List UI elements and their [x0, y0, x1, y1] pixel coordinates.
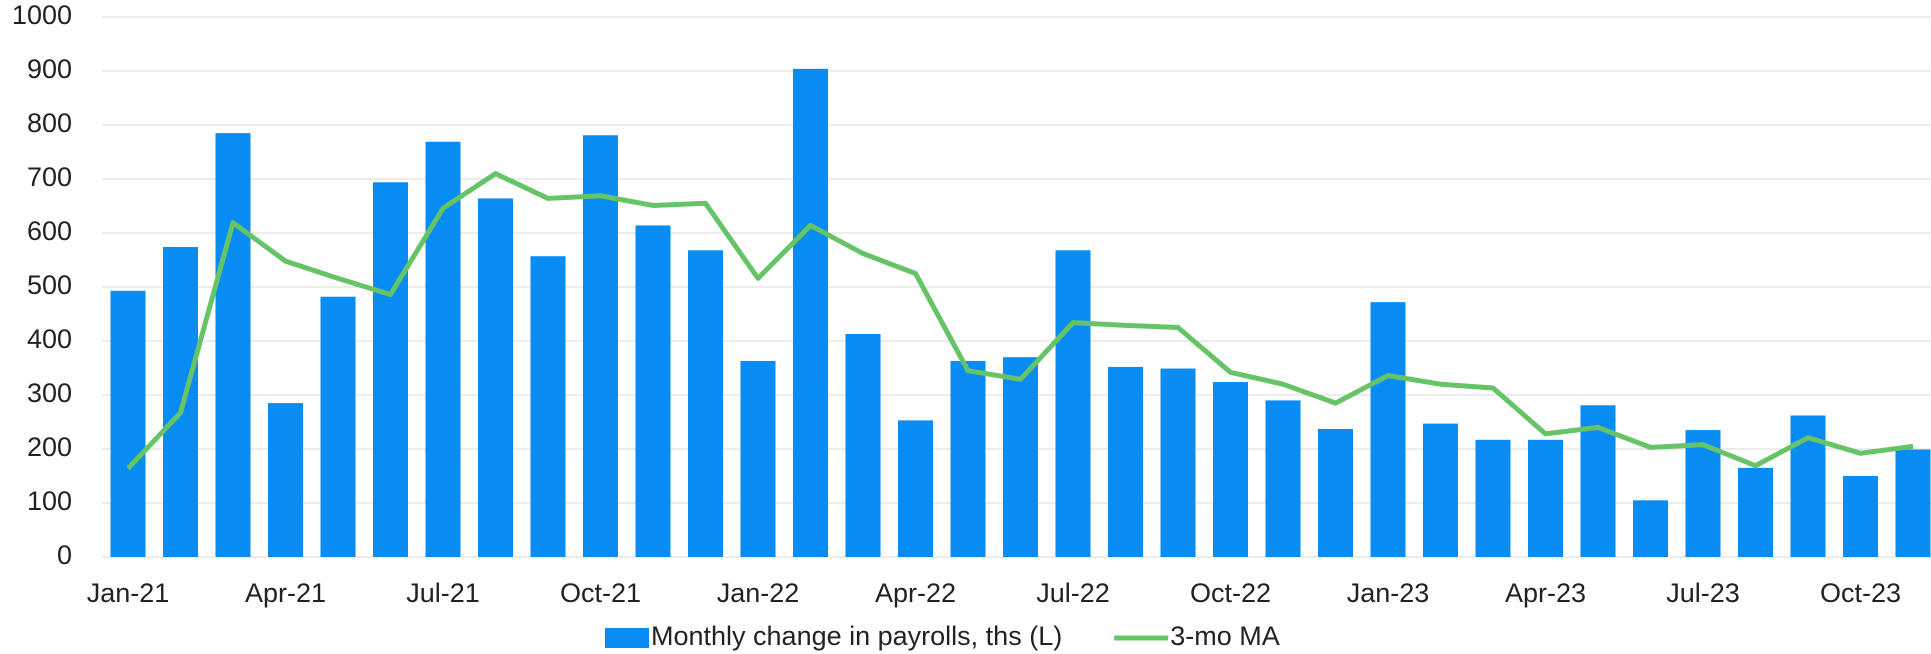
- bar: [793, 68, 828, 557]
- bar: [583, 135, 618, 557]
- x-tick-label: Apr-22: [875, 578, 956, 608]
- bar: [1003, 357, 1038, 557]
- bar: [1213, 382, 1248, 557]
- y-tick-label: 600: [27, 216, 72, 246]
- x-tick-label: Apr-23: [1505, 578, 1586, 608]
- bar: [1370, 302, 1406, 557]
- y-tick-label: 300: [27, 378, 72, 408]
- y-tick-label: 800: [27, 108, 72, 138]
- bar: [1423, 423, 1458, 557]
- y-tick-label: 900: [27, 54, 72, 84]
- bar: [425, 141, 461, 558]
- bar: [1160, 368, 1196, 557]
- legend-swatch: [605, 628, 649, 648]
- x-tick-label: Apr-21: [245, 578, 326, 608]
- x-tick-label: Jan-22: [717, 578, 800, 608]
- bar: [1265, 400, 1301, 557]
- bar: [898, 420, 933, 557]
- bar: [373, 182, 408, 558]
- bar: [320, 296, 356, 557]
- y-tick-label: 0: [57, 540, 72, 570]
- x-tick-label: Jul-22: [1036, 578, 1110, 608]
- bar: [845, 333, 881, 557]
- ma-line: [126, 171, 1914, 471]
- x-tick-label: Jul-21: [406, 578, 480, 608]
- bar: [1738, 467, 1773, 557]
- bar: [268, 403, 303, 557]
- x-tick-label: Oct-22: [1190, 578, 1271, 608]
- bar: [478, 198, 513, 557]
- x-tick-label: Oct-23: [1820, 578, 1901, 608]
- x-tick-label: Jan-23: [1347, 578, 1430, 608]
- y-tick-label: 100: [27, 486, 72, 516]
- bar: [688, 250, 723, 557]
- legend-label: Monthly change in payrolls, ths (L): [651, 621, 1062, 651]
- y-tick-label: 200: [27, 432, 72, 462]
- bar: [1055, 250, 1091, 557]
- y-tick-label: 700: [27, 162, 72, 192]
- y-tick-label: 400: [27, 324, 72, 354]
- bar: [1475, 439, 1511, 557]
- bar: [1108, 366, 1143, 557]
- bar: [110, 290, 146, 557]
- bar: [215, 133, 251, 557]
- bar: [1528, 439, 1563, 557]
- bar: [163, 247, 198, 558]
- bar: [635, 225, 671, 557]
- y-tick-label: 500: [27, 270, 72, 300]
- bar: [1318, 429, 1353, 557]
- x-tick-label: Oct-21: [560, 578, 641, 608]
- bar: [950, 360, 986, 557]
- bar: [1633, 500, 1668, 557]
- x-tick-label: Jul-23: [1666, 578, 1740, 608]
- bar: [1843, 476, 1878, 557]
- y-tick-label: 1000: [12, 0, 72, 30]
- bar: [530, 256, 566, 557]
- legend-label: 3-mo MA: [1170, 621, 1280, 651]
- x-tick-label: Jan-21: [87, 578, 170, 608]
- bar: [1895, 449, 1931, 557]
- bar: [740, 360, 776, 557]
